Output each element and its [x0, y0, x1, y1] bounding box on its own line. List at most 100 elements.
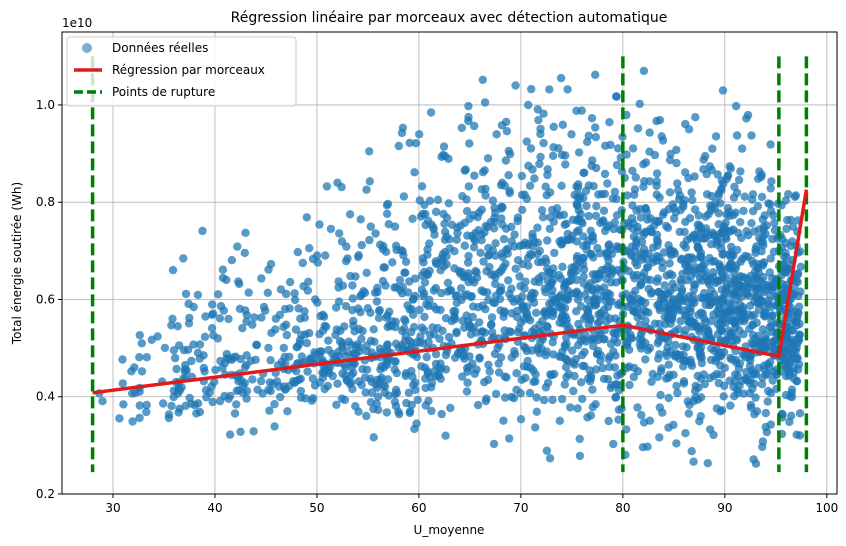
scatter-point	[539, 138, 548, 148]
scatter-point	[392, 388, 402, 398]
scatter-point	[624, 362, 634, 371]
scatter-point	[242, 394, 251, 403]
scatter-point	[573, 404, 582, 413]
scatter-point	[338, 343, 347, 352]
scatter-point	[692, 237, 702, 246]
scatter-point	[722, 280, 732, 289]
scatter-point	[187, 356, 196, 366]
scatter-point	[261, 306, 270, 315]
scatter-point	[195, 354, 204, 363]
scatter-point	[365, 235, 374, 245]
scatter-point	[395, 285, 405, 295]
scatter-point	[639, 160, 648, 169]
scatter-point	[291, 325, 301, 334]
scatter-point	[512, 369, 521, 378]
scatter-point	[484, 360, 493, 369]
scatter-point	[505, 434, 514, 443]
scatter-point	[694, 211, 703, 220]
scatter-point	[257, 313, 266, 322]
scatter-point	[184, 299, 193, 309]
scatter-point	[420, 326, 429, 335]
scatter-point	[446, 403, 455, 413]
scatter-point	[366, 336, 376, 345]
scatter-point	[520, 315, 529, 324]
scatter-point	[232, 386, 241, 395]
scatter-point	[518, 292, 527, 301]
scatter-point	[718, 270, 727, 279]
scatter-point	[603, 179, 612, 188]
scatter-point	[502, 224, 511, 233]
scatter-point	[647, 377, 656, 386]
y-tick-label-0: 0.2	[36, 487, 55, 501]
scatter-point	[128, 417, 137, 426]
scatter-point	[505, 188, 514, 198]
scatter-point	[636, 213, 645, 222]
legend-label-scatter: Données réelles	[112, 41, 208, 55]
scatter-point	[460, 354, 469, 363]
scatter-point	[410, 424, 419, 434]
scatter-point	[518, 205, 527, 215]
scatter-point	[135, 353, 144, 362]
scatter-point	[511, 81, 520, 90]
scatter-point	[533, 223, 542, 232]
y-offset-text: 1e10	[62, 16, 92, 30]
scatter-point	[483, 154, 493, 163]
scatter-point	[371, 229, 380, 238]
scatter-point	[499, 263, 508, 272]
scatter-point	[786, 215, 795, 225]
scatter-point	[172, 364, 181, 374]
scatter-point	[600, 169, 610, 179]
x-tick-label-1: 40	[207, 501, 222, 515]
scatter-point	[729, 251, 738, 260]
scatter-point	[374, 313, 384, 323]
scatter-point	[135, 387, 144, 396]
scatter-point	[591, 123, 600, 132]
scatter-point	[375, 344, 385, 353]
scatter-point	[794, 360, 804, 369]
scatter-point	[208, 300, 217, 309]
scatter-point	[599, 374, 609, 383]
scatter-point	[593, 243, 602, 253]
scatter-point	[727, 291, 736, 300]
scatter-point	[706, 201, 715, 210]
scatter-point	[449, 307, 458, 316]
scatter-point	[463, 258, 473, 267]
scatter-point	[363, 304, 372, 313]
scatter-point	[441, 431, 450, 440]
scatter-point	[716, 199, 725, 208]
scatter-point	[574, 226, 583, 235]
scatter-point	[490, 203, 499, 213]
scatter-point	[782, 224, 791, 233]
scatter-point	[147, 335, 156, 344]
scatter-point	[301, 330, 310, 339]
scatter-point	[540, 284, 549, 293]
scatter-point	[596, 356, 605, 366]
scatter-point	[671, 340, 680, 350]
scatter-point	[510, 230, 519, 239]
scatter-point	[589, 341, 598, 351]
scatter-point	[294, 304, 303, 313]
scatter-point	[691, 113, 700, 122]
scatter-point	[583, 284, 592, 293]
scatter-point	[600, 226, 610, 236]
scatter-point	[541, 351, 550, 360]
scatter-point	[415, 305, 424, 315]
scatter-point	[654, 288, 663, 297]
scatter-point	[472, 273, 482, 282]
scatter-point	[521, 277, 530, 286]
scatter-point	[709, 230, 718, 239]
scatter-point	[584, 131, 593, 140]
scatter-point	[759, 241, 768, 250]
scatter-point	[240, 248, 249, 258]
scatter-point	[751, 393, 760, 402]
scatter-point	[452, 235, 461, 244]
scatter-point	[296, 386, 306, 396]
scatter-point	[587, 161, 596, 170]
scatter-point	[444, 199, 453, 208]
scatter-point	[408, 295, 418, 304]
scatter-point	[542, 311, 551, 320]
scatter-point	[747, 131, 756, 140]
legend-label-breakpoints: Points de rupture	[112, 85, 215, 99]
scatter-point	[666, 347, 675, 356]
scatter-point	[326, 224, 336, 234]
